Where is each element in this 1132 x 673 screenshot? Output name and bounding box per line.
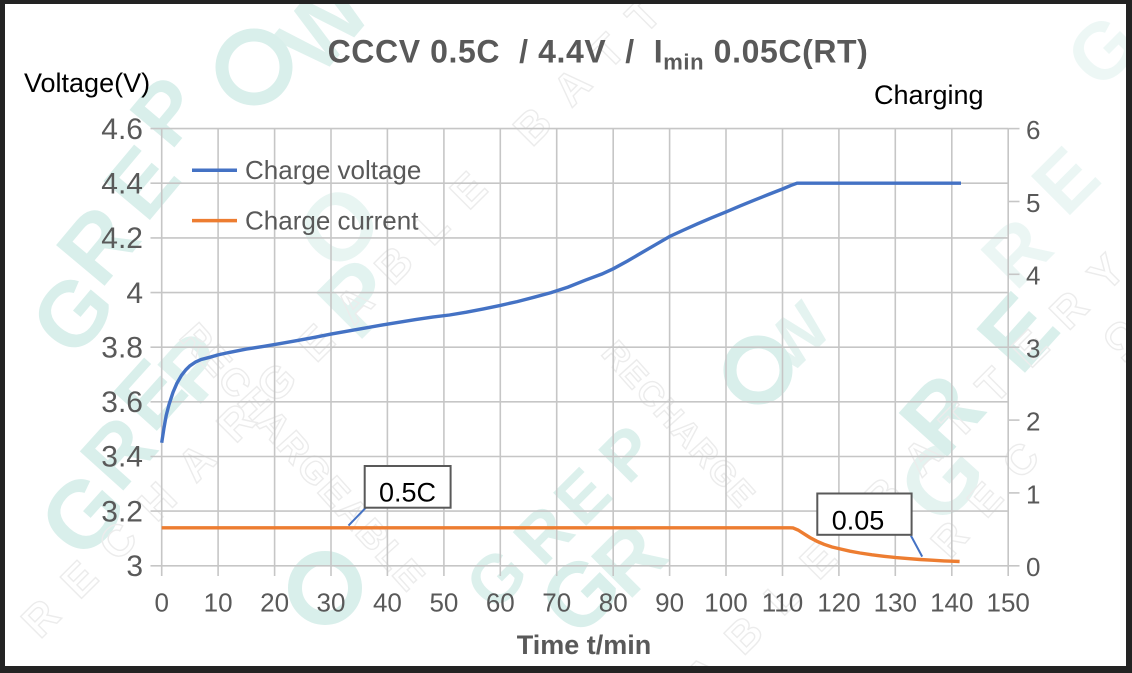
svg-text:120: 120 bbox=[817, 587, 860, 617]
svg-text:0: 0 bbox=[154, 587, 168, 617]
svg-text:20: 20 bbox=[260, 587, 289, 617]
svg-text:150: 150 bbox=[987, 587, 1030, 617]
svg-text:CCCV 0.5C / 4.4V / Imin 0.0: CCCV 0.5C / 4.4V / Imin 0.05C(RT) bbox=[328, 34, 869, 75]
svg-text:5: 5 bbox=[1026, 188, 1040, 218]
svg-text:6: 6 bbox=[1026, 115, 1040, 145]
svg-text:Charge current: Charge current bbox=[245, 205, 419, 235]
svg-text:50: 50 bbox=[429, 587, 458, 617]
svg-text:40: 40 bbox=[373, 587, 402, 617]
svg-text:4.2: 4.2 bbox=[101, 222, 143, 255]
svg-text:10: 10 bbox=[204, 587, 233, 617]
svg-text:4: 4 bbox=[126, 277, 143, 310]
svg-text:0.5C: 0.5C bbox=[379, 478, 436, 508]
svg-text:30: 30 bbox=[317, 587, 346, 617]
svg-text:140: 140 bbox=[930, 587, 973, 617]
svg-text:3: 3 bbox=[1026, 334, 1040, 364]
svg-text:3.2: 3.2 bbox=[101, 495, 143, 528]
svg-text:70: 70 bbox=[542, 587, 571, 617]
svg-text:2: 2 bbox=[1026, 407, 1040, 437]
svg-text:4: 4 bbox=[1026, 261, 1040, 291]
svg-text:90: 90 bbox=[655, 587, 684, 617]
svg-text:R: R bbox=[965, 201, 1069, 305]
svg-text:3.8: 3.8 bbox=[101, 331, 143, 364]
svg-text:Charge voltage: Charge voltage bbox=[245, 155, 421, 185]
svg-text:Charging: Charging bbox=[874, 80, 984, 110]
svg-text:3.4: 3.4 bbox=[101, 441, 143, 474]
svg-text:3.6: 3.6 bbox=[101, 386, 143, 419]
svg-text:0: 0 bbox=[1026, 552, 1040, 582]
svg-text:60: 60 bbox=[486, 587, 515, 617]
svg-text:G: G bbox=[1049, 0, 1132, 104]
svg-text:130: 130 bbox=[874, 587, 917, 617]
svg-text:0.05: 0.05 bbox=[832, 505, 885, 535]
svg-text:Time t/min: Time t/min bbox=[517, 630, 652, 660]
svg-text:4.6: 4.6 bbox=[101, 113, 143, 146]
svg-text:110: 110 bbox=[762, 587, 803, 617]
svg-text:4.4: 4.4 bbox=[101, 167, 143, 200]
svg-text:Voltage(V): Voltage(V) bbox=[24, 68, 150, 98]
svg-text:1: 1 bbox=[1026, 479, 1040, 509]
svg-text:100: 100 bbox=[704, 587, 747, 617]
svg-text:80: 80 bbox=[599, 587, 628, 617]
svg-text:3: 3 bbox=[126, 550, 143, 583]
